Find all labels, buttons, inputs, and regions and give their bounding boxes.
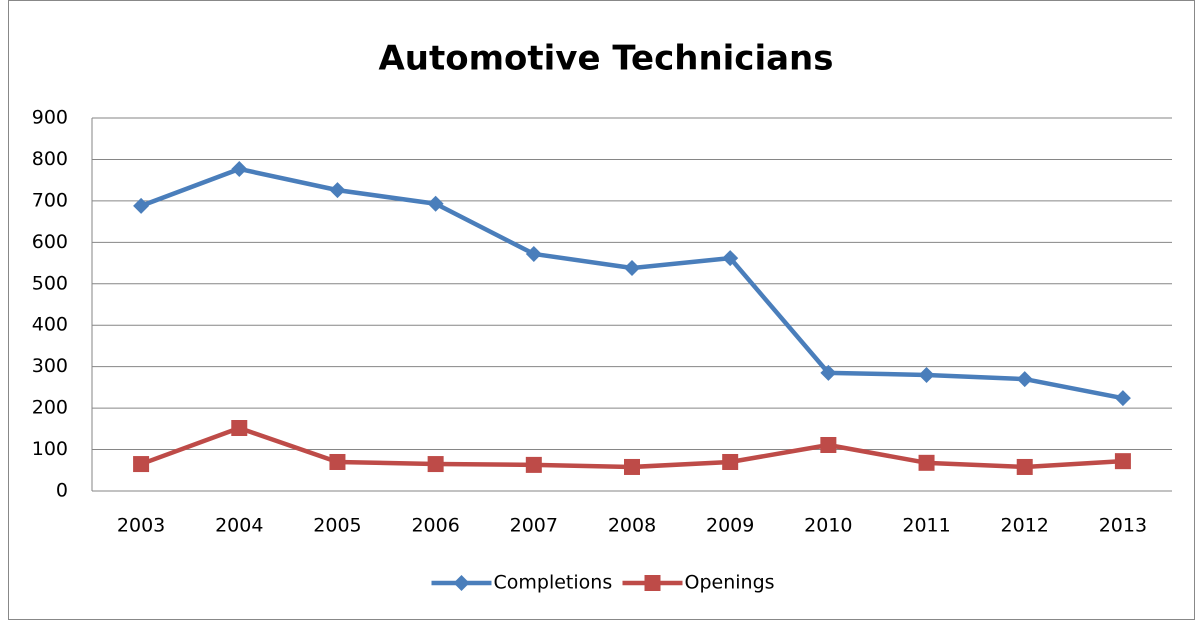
y-tick-label: 300 bbox=[32, 355, 68, 377]
data-point bbox=[525, 456, 542, 473]
y-tick-label: 700 bbox=[32, 189, 68, 211]
data-point bbox=[231, 420, 248, 437]
data-point bbox=[525, 245, 542, 262]
data-point bbox=[427, 195, 444, 212]
data-point bbox=[918, 454, 935, 471]
y-tick-label: 600 bbox=[32, 231, 68, 253]
y-tick-label: 100 bbox=[32, 438, 68, 460]
data-point bbox=[624, 458, 640, 475]
data-point bbox=[329, 453, 346, 470]
data-point bbox=[1114, 453, 1131, 470]
x-tick-label: 2003 bbox=[117, 515, 165, 537]
data-point bbox=[329, 182, 346, 199]
x-tick-label: 2007 bbox=[510, 515, 558, 537]
data-point bbox=[722, 453, 739, 470]
x-tick-label: 2009 bbox=[706, 515, 754, 537]
legend-label: Openings bbox=[685, 572, 775, 594]
legend-marker bbox=[453, 575, 470, 591]
chart-title: Automotive Technicians bbox=[378, 39, 833, 79]
y-tick-label: 0 bbox=[56, 480, 68, 502]
y-tick-label: 500 bbox=[32, 272, 68, 294]
y-tick-label: 800 bbox=[32, 148, 68, 170]
data-point bbox=[1016, 371, 1033, 388]
data-point bbox=[133, 456, 150, 473]
x-tick-label: 2011 bbox=[902, 515, 950, 537]
y-tick-label: 200 bbox=[32, 397, 68, 419]
legend-label: Completions bbox=[494, 572, 613, 594]
chart-border bbox=[8, 0, 1195, 620]
data-point bbox=[133, 197, 150, 214]
data-point bbox=[722, 250, 739, 267]
data-point bbox=[231, 160, 248, 177]
data-point bbox=[918, 366, 935, 383]
data-point bbox=[820, 364, 837, 381]
data-point bbox=[1016, 458, 1033, 475]
x-tick-label: 2010 bbox=[804, 515, 852, 537]
x-tick-label: 2008 bbox=[608, 515, 656, 537]
data-point bbox=[820, 436, 837, 453]
x-tick-label: 2005 bbox=[313, 515, 361, 537]
y-tick-label: 400 bbox=[32, 314, 68, 336]
data-point bbox=[624, 260, 640, 277]
x-tick-label: 2012 bbox=[1001, 515, 1049, 537]
x-tick-label: 2004 bbox=[215, 515, 263, 537]
x-tick-label: 2013 bbox=[1099, 515, 1147, 537]
data-point bbox=[1114, 390, 1131, 407]
y-tick-label: 900 bbox=[32, 107, 68, 129]
x-tick-label: 2006 bbox=[411, 515, 459, 537]
legend-marker bbox=[644, 575, 661, 591]
data-point bbox=[427, 456, 444, 473]
